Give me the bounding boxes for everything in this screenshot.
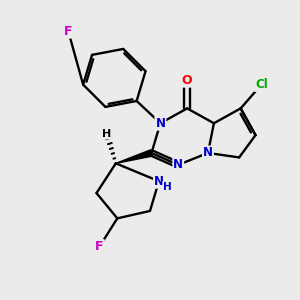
Text: O: O <box>182 74 193 87</box>
Text: F: F <box>95 240 104 253</box>
Text: Cl: Cl <box>255 78 268 91</box>
Text: F: F <box>64 25 73 38</box>
Text: H: H <box>163 182 172 192</box>
Text: N: N <box>155 117 165 130</box>
Text: H: H <box>102 129 112 139</box>
Polygon shape <box>116 150 152 164</box>
Text: N: N <box>173 158 183 171</box>
Text: N: N <box>203 146 213 160</box>
Text: N: N <box>154 175 164 188</box>
